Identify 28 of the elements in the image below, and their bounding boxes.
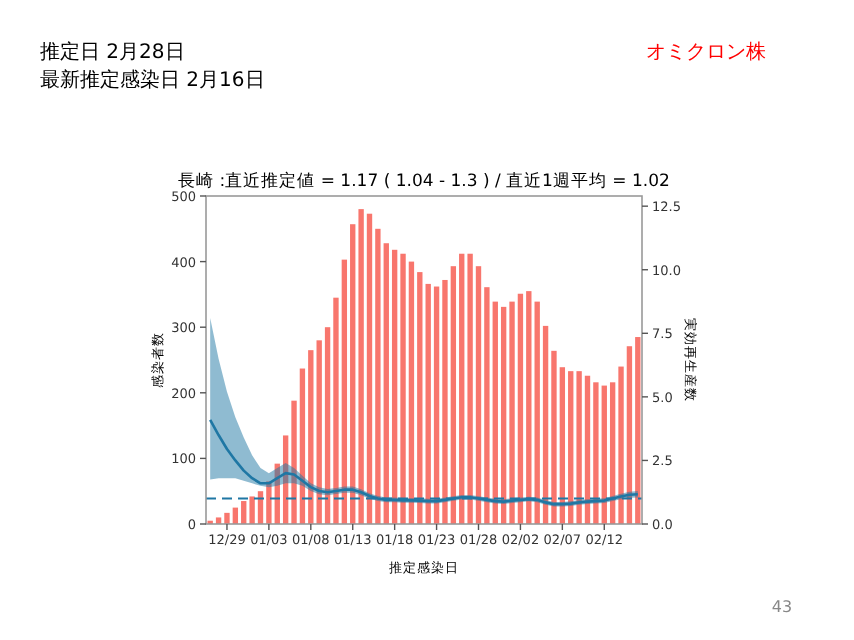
bar [635,337,641,524]
annotation: オミクロン株 [646,42,766,64]
annotation: 43 [771,598,793,616]
bar [408,261,415,524]
bar [358,209,364,524]
bar [526,291,532,524]
bar [425,283,431,524]
bar [517,293,524,524]
bar [576,371,582,524]
bar [467,253,473,524]
bar [534,301,540,524]
bar [601,385,607,524]
bar [433,286,440,524]
bar [568,371,574,524]
annotation: 推定日 2月28日 [40,42,185,64]
bar [249,496,255,524]
bar [366,213,373,524]
bar [584,375,591,524]
annotation: 最新推定感染日 2月16日 [40,70,265,92]
bar [308,350,314,524]
bar [459,253,465,524]
bar [391,249,398,524]
bar [400,253,406,524]
bar [593,382,599,524]
bar [224,512,230,524]
bar [509,301,515,524]
chart-title: 長崎 :直近推定値 = 1.17 ( 1.04 - 1.3 ) / 直近1週平均 = 1.02 [178,170,670,192]
bar [500,306,507,524]
